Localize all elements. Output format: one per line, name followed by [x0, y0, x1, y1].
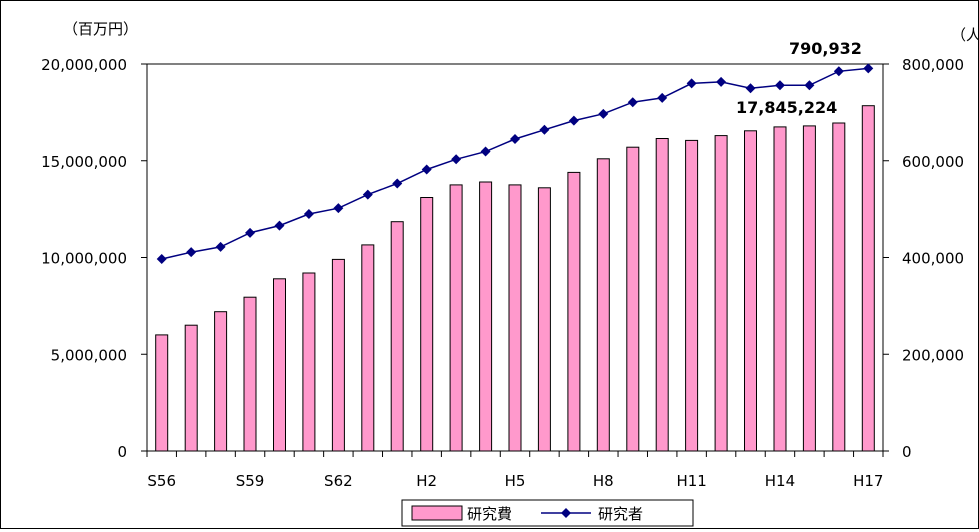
bar-H1 [390, 221, 404, 452]
right-tick-label: 0 [902, 443, 912, 461]
point-S58 [215, 241, 226, 252]
point-H15 [804, 80, 815, 91]
point-S59 [245, 227, 256, 238]
x-tick-label: H14 [765, 472, 795, 490]
point-H16 [833, 66, 844, 77]
bar-S58 [214, 311, 228, 452]
x-tick-label: H11 [676, 472, 706, 490]
expenses-last-label: 17,845,224 [736, 98, 837, 117]
bar-H7 [567, 171, 581, 452]
bar-S60 [273, 278, 286, 452]
x-tick-label: H2 [416, 472, 437, 490]
bar-S63 [361, 244, 375, 452]
right-tick-label: 200,000 [902, 346, 964, 364]
bar-S61 [302, 272, 316, 452]
right-tick-label: 800,000 [902, 56, 964, 74]
point-H6 [539, 124, 550, 135]
x-tick-label: S62 [324, 472, 353, 490]
point-H2 [421, 164, 432, 175]
legend-bar-swatch [411, 505, 463, 521]
x-tick-label: H17 [853, 472, 883, 490]
bar-H15 [802, 125, 816, 452]
legend-line-marker [561, 508, 571, 518]
bar-H5 [508, 184, 522, 452]
right-tick-label: 600,000 [902, 153, 964, 171]
point-H17 [863, 63, 874, 74]
bar-H17 [861, 105, 875, 452]
legend: 研究費 研究者 [401, 499, 694, 527]
x-tick-label: S56 [147, 472, 176, 490]
point-S57 [186, 247, 197, 258]
legend-line-label: 研究者 [598, 505, 643, 523]
point-H4 [480, 146, 491, 157]
point-H9 [627, 97, 638, 108]
left-tick-label: 0 [117, 443, 127, 461]
left-tick-label: 10,000,000 [41, 250, 127, 268]
point-H14 [774, 80, 785, 91]
right-tick-label: 400,000 [902, 250, 964, 268]
point-H1 [392, 178, 403, 189]
left-axis-unit: （百万円） [63, 20, 138, 38]
point-H5 [510, 133, 520, 144]
bar-H13 [744, 130, 757, 452]
point-S61 [303, 208, 314, 219]
point-H12 [716, 76, 727, 87]
point-S62 [333, 203, 344, 214]
point-S63 [362, 189, 373, 200]
bar-S56 [155, 334, 169, 452]
left-tick-label: 5,000,000 [51, 346, 127, 364]
point-H8 [598, 108, 609, 119]
bar-H2 [420, 197, 434, 452]
point-S56 [156, 253, 167, 264]
bar-H14 [773, 126, 787, 452]
bar-H10 [655, 138, 669, 452]
point-H11 [686, 78, 697, 89]
bar-H16 [832, 122, 846, 452]
bar-H8 [596, 158, 610, 452]
bar-H4 [479, 181, 493, 452]
bar-S59 [243, 296, 257, 452]
x-tick-label: S59 [236, 472, 265, 490]
researchers-last-label: 790,932 [789, 39, 862, 58]
right-axis-unit: （人 [951, 26, 978, 44]
legend-bar-label: 研究費 [467, 505, 512, 523]
left-tick-label: 15,000,000 [41, 153, 127, 171]
point-S60 [274, 220, 285, 231]
left-tick-label: 20,000,000 [41, 56, 127, 74]
point-H13 [745, 83, 756, 94]
point-H7 [568, 115, 579, 126]
bar-H12 [714, 135, 728, 452]
point-H10 [657, 92, 668, 103]
bar-H11 [685, 139, 699, 452]
bar-S62 [331, 258, 345, 452]
bar-S57 [184, 324, 198, 452]
x-tick-label: H5 [505, 472, 526, 490]
bar-H9 [626, 146, 640, 452]
point-H3 [451, 154, 462, 165]
x-tick-label: H8 [593, 472, 614, 490]
bar-H6 [537, 187, 551, 452]
bar-H3 [449, 184, 463, 452]
